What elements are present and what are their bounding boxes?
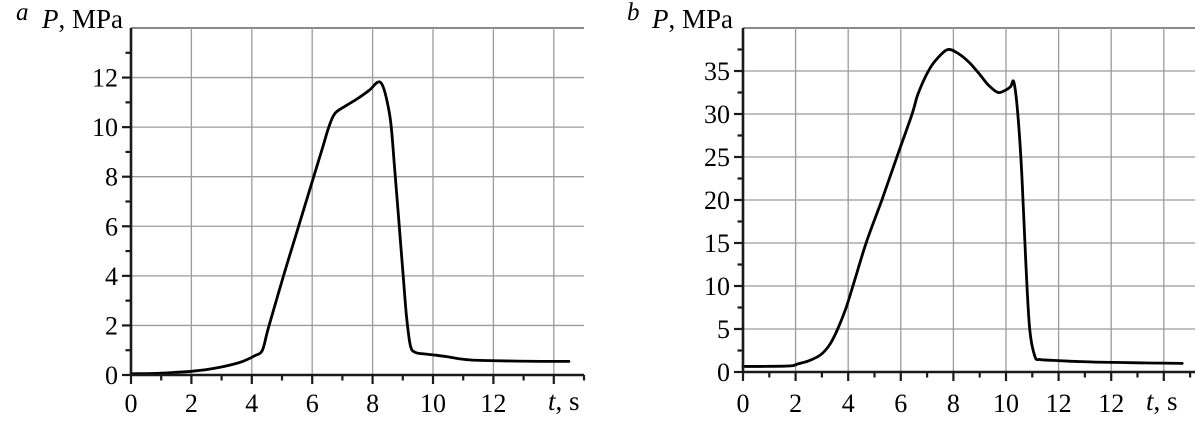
x-tick-label: 12	[1046, 389, 1072, 418]
y-tick-label: 0	[717, 358, 730, 387]
x-axis-units-b: , s	[1153, 386, 1178, 416]
y-axis-label-b: P, MPa	[652, 6, 733, 33]
y-tick-label: 35	[704, 57, 730, 86]
x-tick-label: 4	[842, 389, 855, 418]
x-axis-label-b: t, s	[1146, 388, 1178, 415]
y-tick-label: 8	[105, 163, 118, 192]
y-axis-units-a: , MPa	[58, 4, 124, 34]
x-tick-label: 12	[1098, 389, 1124, 418]
y-axis-symbol-a: P	[42, 4, 59, 34]
x-tick-label: 8	[947, 389, 960, 418]
x-tick-label: 2	[185, 389, 198, 418]
y-tick-label: 5	[717, 315, 730, 344]
x-axis-symbol-b: t	[1146, 386, 1154, 416]
y-tick-label: 4	[105, 262, 118, 291]
y-axis-symbol-b: P	[652, 4, 669, 34]
y-axis-label-a: P, MPa	[42, 6, 123, 33]
y-tick-label: 0	[105, 361, 118, 390]
y-axis-units-b: , MPa	[668, 4, 734, 34]
x-axis-symbol-a: t	[548, 386, 556, 416]
x-tick-label: 10	[993, 389, 1019, 418]
x-tick-label: 6	[894, 389, 907, 418]
y-tick-label: 30	[704, 100, 730, 129]
x-tick-label: 2	[789, 389, 802, 418]
x-tick-label: 8	[366, 389, 379, 418]
y-tick-label: 20	[704, 186, 730, 215]
x-tick-label: 4	[245, 389, 258, 418]
x-tick-label: 0	[737, 389, 750, 418]
x-tick-label: 0	[125, 389, 138, 418]
y-tick-label: 25	[704, 143, 730, 172]
x-tick-label: 12	[480, 389, 506, 418]
y-tick-label: 10	[704, 272, 730, 301]
pressure-curve-a	[129, 80, 571, 376]
x-axis-label-a: t, s	[548, 388, 580, 415]
panel-label-b: b	[627, 0, 640, 26]
panel-label-a: a	[16, 0, 29, 26]
y-tick-label: 6	[105, 212, 118, 241]
x-axis-units-a: , s	[555, 386, 580, 416]
y-tick-label: 2	[105, 311, 118, 340]
y-tick-label: 10	[92, 113, 118, 142]
x-tick-label: 10	[420, 389, 446, 418]
pressure-curve-b	[741, 48, 1184, 368]
y-tick-label: 15	[704, 229, 730, 258]
y-tick-label: 12	[92, 64, 118, 93]
x-tick-label: 6	[306, 389, 319, 418]
